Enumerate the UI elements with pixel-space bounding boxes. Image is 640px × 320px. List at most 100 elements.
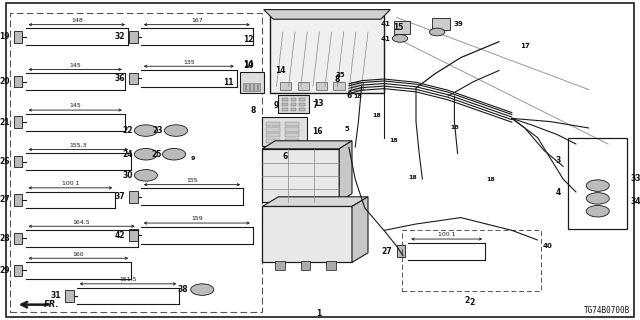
Bar (299, 98, 305, 101)
Text: 22: 22 (123, 126, 133, 135)
Bar (301, 261, 310, 270)
Bar (432, 18, 450, 30)
Bar (282, 98, 288, 101)
Text: 145: 145 (69, 63, 81, 68)
Bar (14, 156, 22, 167)
Polygon shape (352, 197, 368, 262)
Text: 32: 32 (115, 32, 125, 41)
Text: 151.5: 151.5 (119, 277, 137, 282)
Circle shape (134, 170, 157, 181)
Text: 33: 33 (630, 174, 640, 183)
Circle shape (163, 148, 186, 160)
Bar (298, 82, 309, 90)
Text: 155.3: 155.3 (70, 143, 87, 148)
Text: 16: 16 (312, 127, 323, 136)
Text: 36: 36 (115, 74, 125, 83)
Bar (266, 139, 280, 143)
Bar (246, 83, 249, 91)
Text: 148: 148 (71, 18, 83, 23)
Text: 42: 42 (115, 231, 125, 240)
Polygon shape (262, 197, 368, 206)
Text: 41: 41 (381, 21, 390, 27)
Circle shape (134, 148, 157, 160)
Bar (351, 82, 363, 90)
Bar (275, 261, 285, 270)
Text: 18: 18 (353, 94, 362, 99)
Text: 27: 27 (381, 247, 392, 256)
Text: 155: 155 (186, 178, 198, 183)
Text: 6: 6 (282, 152, 287, 161)
Circle shape (392, 35, 408, 42)
Bar (394, 21, 410, 34)
Bar (397, 245, 405, 257)
Bar (262, 117, 307, 146)
Bar (316, 82, 327, 90)
Text: 100 1: 100 1 (61, 181, 79, 186)
Bar (285, 133, 299, 137)
Text: 13: 13 (314, 100, 324, 108)
Text: 159: 159 (191, 216, 203, 221)
Bar (266, 127, 280, 132)
Text: 34: 34 (630, 197, 640, 206)
Text: 18: 18 (372, 113, 381, 118)
Text: 12: 12 (244, 35, 254, 44)
Bar (254, 83, 257, 91)
Text: 6: 6 (347, 92, 352, 100)
Circle shape (586, 205, 609, 217)
Text: 100 1: 100 1 (438, 232, 456, 237)
Text: 10: 10 (244, 61, 254, 70)
Bar (250, 83, 253, 91)
Circle shape (164, 125, 188, 136)
Bar (65, 290, 74, 302)
Text: 19: 19 (0, 32, 10, 41)
Bar (285, 127, 299, 132)
Text: 30: 30 (123, 171, 133, 180)
Bar (299, 103, 305, 106)
Text: 5: 5 (345, 126, 349, 132)
Text: 4: 4 (556, 188, 561, 197)
Bar (299, 108, 305, 111)
Polygon shape (262, 141, 352, 149)
Text: 2: 2 (465, 296, 470, 305)
Bar (243, 83, 245, 91)
Text: 24: 24 (123, 150, 133, 159)
Bar (240, 72, 264, 93)
Bar (568, 138, 627, 229)
Text: 23: 23 (153, 126, 163, 135)
Text: 35: 35 (336, 72, 346, 78)
Text: 38: 38 (177, 285, 188, 294)
Bar (291, 108, 296, 111)
Text: 8: 8 (334, 76, 339, 84)
Text: 41: 41 (381, 36, 390, 42)
Text: 2: 2 (469, 298, 474, 307)
Bar (129, 229, 138, 241)
Text: 145: 145 (69, 103, 81, 108)
Bar (14, 233, 22, 244)
Bar (282, 103, 288, 106)
Text: 15: 15 (394, 23, 404, 32)
Bar (402, 230, 541, 291)
Text: 26: 26 (0, 157, 10, 166)
Text: 39: 39 (453, 21, 463, 27)
Text: 3: 3 (556, 156, 561, 165)
Text: 20: 20 (0, 77, 10, 86)
Text: 14: 14 (243, 60, 253, 69)
Text: 160: 160 (72, 252, 84, 257)
Circle shape (586, 193, 609, 204)
Text: 27: 27 (0, 196, 10, 204)
Text: 18: 18 (389, 138, 398, 143)
Text: 21: 21 (0, 118, 10, 127)
Text: 17: 17 (520, 44, 530, 49)
Bar (129, 31, 138, 43)
Text: 9: 9 (191, 156, 195, 161)
Polygon shape (264, 10, 390, 19)
Bar (14, 76, 22, 87)
Bar (280, 82, 291, 90)
Text: 164.5: 164.5 (73, 220, 90, 225)
Bar (129, 191, 138, 203)
Bar (266, 122, 280, 126)
Bar (270, 16, 384, 93)
Bar (258, 83, 260, 91)
Text: TG74B0700B: TG74B0700B (584, 306, 630, 315)
Bar (278, 95, 309, 113)
